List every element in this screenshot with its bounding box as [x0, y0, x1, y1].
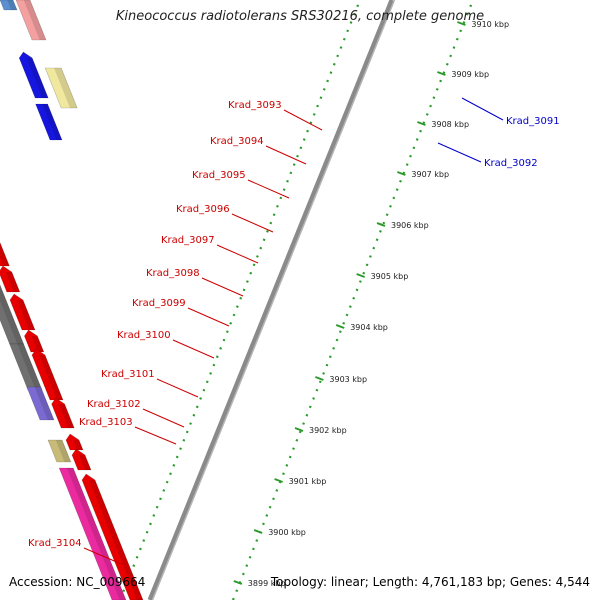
gene-label-krad-3092: Krad_3092 [484, 158, 538, 169]
gene-forward-red-shade [58, 404, 75, 428]
gene-label-krad-3095: Krad_3095 [192, 170, 246, 181]
gene-forward-red [81, 473, 144, 600]
gene-krad-3092b-shade [42, 104, 62, 140]
gene-forward-red-shade [5, 272, 20, 292]
gene-krad-3101 [26, 386, 55, 421]
gene-forward-red-shade [79, 455, 91, 470]
gene-label-krad-3094: Krad_3094 [210, 136, 264, 147]
gene-forward-red-shade [31, 336, 44, 352]
leader-line [247, 179, 290, 199]
gene-forward-red [51, 397, 75, 429]
leader-line [201, 277, 244, 297]
gene-forward-red-shade [89, 480, 143, 600]
gene-krad-3099-shade [17, 344, 42, 390]
scale-tick [417, 121, 426, 126]
leader-line [265, 145, 307, 165]
gene-krad-3098-shade [0, 284, 24, 344]
gene-label-krad-3099: Krad_3099 [132, 298, 186, 309]
gene-top-blue-shade [7, 0, 18, 10]
leader-line [172, 339, 215, 359]
accession-label: Accession: NC_009664 [9, 575, 146, 589]
gene-label-krad-3101: Krad_3101 [101, 369, 155, 380]
gene-label-krad-3104: Krad_3104 [28, 538, 82, 549]
gene-top-pink [15, 0, 47, 41]
gene-top-pink-shade [23, 0, 46, 40]
gene-label-krad-3103: Krad_3103 [79, 417, 133, 428]
backbone-highlight [151, 0, 396, 600]
gene-forward-red [65, 433, 84, 451]
scale-tick [233, 580, 243, 585]
gene-krad-3102 [47, 439, 72, 463]
leader-line [461, 97, 504, 121]
leader-line [437, 142, 482, 163]
scale-tick [437, 71, 446, 76]
scale-label: 3906 kbp [391, 221, 429, 230]
scale-label: 3908 kbp [431, 120, 469, 129]
scale-tick [294, 427, 304, 432]
gene-krad-3104 [58, 467, 127, 600]
gene-forward-red-shade [39, 355, 63, 400]
scale-label: 3900 kbp [268, 528, 306, 537]
gene-forward-red [31, 348, 64, 401]
gene-label-krad-3091: Krad_3091 [506, 116, 560, 127]
gene-krad-3092-shade [26, 58, 49, 98]
scale-tick [274, 478, 283, 483]
topology-label: Topology: linear; Length: 4,761,183 bp; … [270, 575, 590, 589]
leader-line [156, 378, 199, 398]
scale-tick [457, 21, 466, 26]
gene-label-krad-3102: Krad_3102 [87, 399, 141, 410]
scale-label: 3905 kbp [371, 272, 409, 281]
gene-label-krad-3100: Krad_3100 [117, 330, 171, 341]
scale-label: 3899 kbp [248, 579, 286, 588]
gene-krad-3101-shade [34, 387, 54, 420]
scale-tick [335, 324, 345, 329]
gene-krad-3092b [35, 103, 63, 141]
leader-line [83, 547, 127, 567]
leader-line [231, 213, 274, 233]
scale-label: 3904 kbp [350, 323, 388, 332]
scale-label: 3910 kbp [471, 20, 509, 29]
scale-label: 3902 kbp [309, 426, 347, 435]
gene-label-krad-3097: Krad_3097 [161, 235, 215, 246]
gene-krad-3091 [44, 67, 78, 109]
gene-krad-3091-shade [54, 68, 78, 108]
leader-line [216, 244, 259, 264]
backbone-track [147, 0, 395, 600]
gene-label-krad-3093: Krad_3093 [228, 100, 282, 111]
gene-forward-red-shade [0, 243, 10, 266]
scale-label: 3909 kbp [451, 70, 489, 79]
gene-forward-red [0, 242, 10, 267]
gene-top-blue [0, 0, 18, 11]
scale-tick [397, 171, 406, 176]
gene-forward-red [24, 329, 45, 353]
leader-line [142, 408, 185, 428]
gene-krad-3104-shade [66, 468, 126, 600]
gene-krad-3102-shade [55, 440, 71, 462]
gene-forward-red-shade [73, 440, 83, 450]
scale-tick [376, 222, 386, 227]
scale-label: 3907 kbp [411, 170, 449, 179]
leader-line [283, 109, 323, 131]
scale-label: 3903 kbp [329, 375, 367, 384]
scale-label: 3901 kbp [289, 477, 327, 486]
leader-line [187, 307, 230, 327]
gene-forward-red-shade [17, 300, 35, 330]
scale-tick [315, 376, 324, 381]
gene-forward-red [9, 293, 36, 331]
gene-label-krad-3096: Krad_3096 [176, 204, 230, 215]
scale-tick [356, 273, 365, 278]
gene-forward-red [71, 448, 92, 471]
map-title: Kineococcus radiotolerans SRS30216, comp… [115, 9, 485, 24]
gene-label-krad-3098: Krad_3098 [146, 268, 200, 279]
scale-tick [253, 529, 263, 534]
gene-forward-red [0, 265, 21, 293]
leader-line [134, 426, 177, 445]
gene-krad-3092 [18, 51, 49, 99]
